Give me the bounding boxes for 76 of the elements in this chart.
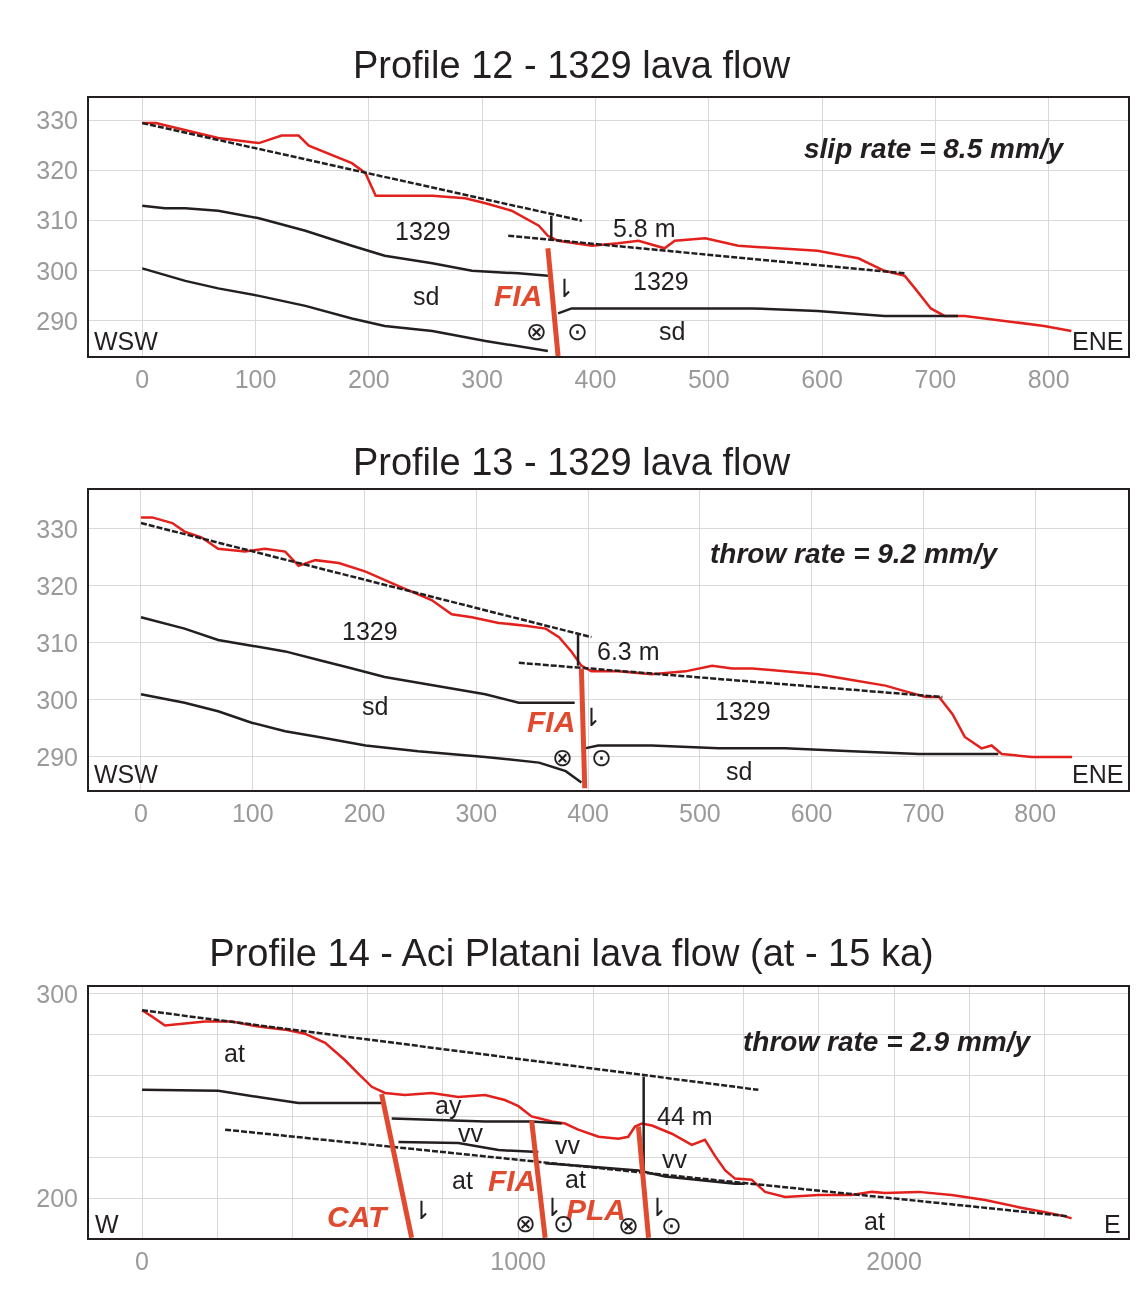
- y-tick-label: 300: [36, 256, 78, 285]
- x-tick-label: 0: [135, 1247, 149, 1275]
- annotation: WSW: [94, 760, 159, 788]
- y-tick-label: 200: [36, 1183, 78, 1212]
- annotation: vv: [662, 1145, 688, 1173]
- annotation: ⊗: [552, 743, 573, 771]
- annotation: ⇂: [581, 703, 602, 731]
- annotation: throw rate = 9.2 mm/y: [710, 538, 999, 569]
- x-tick-label: 0: [135, 365, 150, 393]
- series-label: CAT: [327, 1200, 390, 1233]
- series-label: FIA: [488, 1164, 537, 1197]
- annotation: at: [565, 1165, 586, 1193]
- annotation: vv: [555, 1131, 581, 1159]
- annotation: at: [452, 1166, 473, 1194]
- annotation: sd: [362, 692, 389, 720]
- annotation: sd: [726, 757, 753, 785]
- annotation: ⇂: [411, 1196, 432, 1224]
- annotation: WSW: [94, 327, 159, 355]
- annotation: 1329: [342, 617, 398, 645]
- annotation: W: [95, 1210, 119, 1238]
- x-tick-label: 2000: [866, 1247, 922, 1275]
- annotation: slip rate = 8.5 mm/y: [804, 133, 1065, 164]
- x-tick-label: 400: [574, 365, 617, 393]
- annotation: ENE: [1072, 760, 1124, 788]
- y-tick-label: 310: [36, 206, 78, 235]
- x-tick-label: 200: [343, 799, 386, 827]
- annotation: sd: [413, 282, 440, 310]
- y-tick-label: 320: [36, 571, 78, 600]
- x-tick-label: 100: [234, 365, 277, 393]
- y-tick-label: 330: [36, 106, 78, 135]
- chart-title: Profile 12 - 1329 lava flow: [352, 44, 791, 87]
- annotation: at: [864, 1207, 885, 1235]
- annotation: 1329: [715, 697, 771, 725]
- series-label: FIA: [494, 279, 543, 312]
- annotation: 1329: [395, 217, 451, 245]
- x-tick-label: 800: [1027, 365, 1070, 393]
- x-tick-label: 400: [567, 799, 609, 827]
- y-tick-label: 290: [36, 306, 78, 335]
- y-tick-label: 300: [36, 685, 78, 714]
- annotation: 5.8 m: [613, 214, 676, 242]
- x-tick-label: 700: [914, 365, 957, 393]
- chart-title: Profile 13 - 1329 lava flow: [352, 441, 791, 484]
- x-tick-label: 0: [134, 799, 148, 827]
- x-tick-label: 300: [461, 365, 504, 393]
- annotation: sd: [659, 317, 686, 345]
- annotation: ⊗: [526, 317, 547, 345]
- x-tick-label: 300: [455, 799, 498, 827]
- y-tick-label: 330: [36, 514, 78, 543]
- annotation: vv: [458, 1119, 484, 1147]
- annotation: ⊗: [515, 1209, 536, 1237]
- x-tick-label: 200: [348, 365, 390, 393]
- annotation: ay: [435, 1091, 462, 1119]
- x-tick-label: 600: [790, 799, 833, 827]
- y-tick-label: 290: [36, 742, 78, 771]
- x-tick-label: 500: [679, 799, 721, 827]
- annotation: throw rate = 2.9 mm/y: [743, 1026, 1032, 1057]
- annotation: 6.3 m: [597, 637, 660, 665]
- x-tick-label: 600: [801, 365, 843, 393]
- annotation: at: [224, 1039, 245, 1067]
- x-tick-label: 500: [687, 365, 730, 393]
- annotation: ⊙: [591, 743, 612, 771]
- chart-title: Profile 14 - Aci Platani lava flow (at - 15 ka): [209, 932, 934, 975]
- x-tick-label: 100: [231, 799, 274, 827]
- annotation: ⊙: [567, 317, 588, 345]
- annotation: 44 m: [657, 1102, 713, 1130]
- series-label: FIA: [527, 705, 576, 738]
- annotation: ⇂: [554, 274, 575, 302]
- y-tick-label: 320: [36, 156, 78, 185]
- x-tick-label: 700: [902, 799, 945, 827]
- annotation: 1329: [633, 267, 689, 295]
- x-tick-label: 800: [1014, 799, 1057, 827]
- y-tick-label: 300: [36, 979, 78, 1008]
- annotation: E: [1104, 1210, 1121, 1238]
- annotation: ENE: [1072, 327, 1124, 355]
- y-tick-label: 310: [36, 628, 78, 657]
- x-tick-label: 1000: [490, 1247, 546, 1275]
